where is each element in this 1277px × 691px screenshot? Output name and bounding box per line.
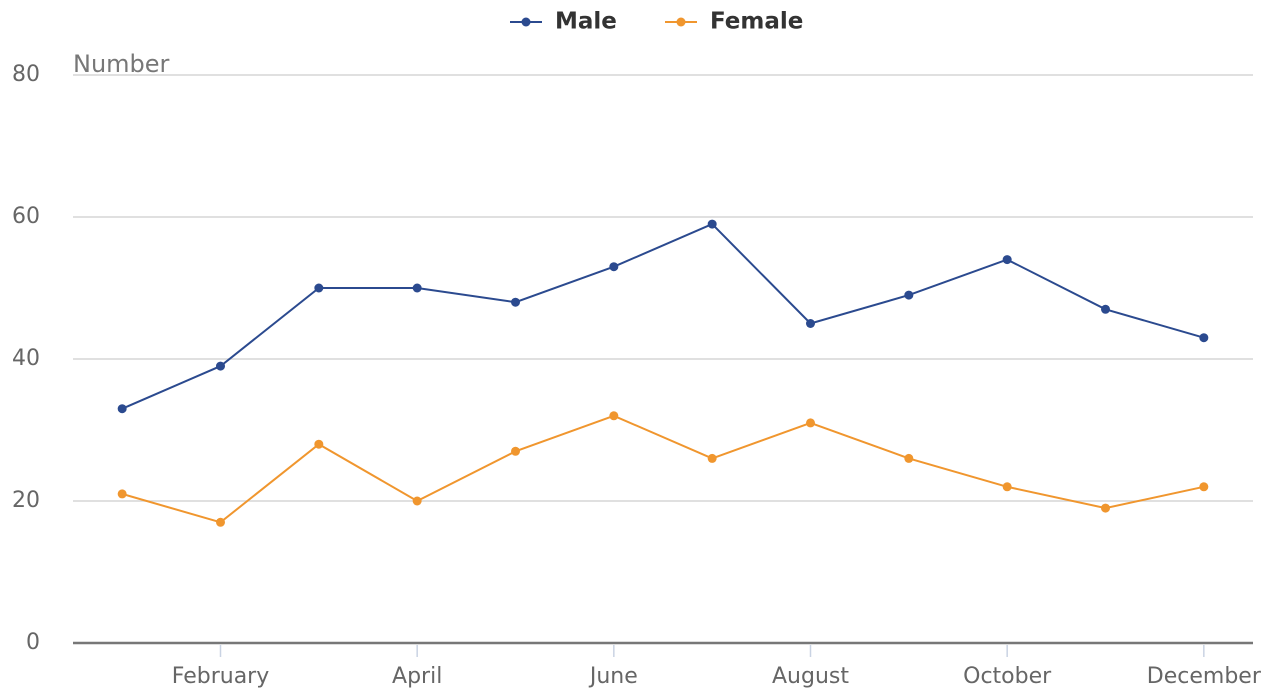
x-tick-label: August — [772, 664, 849, 689]
point — [609, 411, 619, 421]
point — [117, 489, 127, 499]
point — [609, 262, 619, 272]
series-line — [121, 222, 1205, 410]
legend-marker — [521, 17, 531, 27]
x-tick-label: February — [172, 664, 270, 689]
x-tick-label: December — [1147, 664, 1262, 689]
point — [1199, 333, 1209, 343]
point — [707, 453, 717, 463]
point — [216, 517, 225, 527]
x-tick-label: June — [588, 664, 638, 689]
y-tick-label: 40 — [12, 346, 40, 371]
x-tick-label: October — [963, 664, 1052, 689]
y-tick-label: 20 — [12, 488, 40, 513]
point — [904, 290, 914, 300]
point — [1002, 255, 1012, 265]
point — [1101, 503, 1110, 513]
y-tick-label: 80 — [12, 62, 40, 87]
x-tick-label: April — [392, 664, 442, 689]
point — [314, 439, 324, 449]
point — [1199, 482, 1209, 492]
y-tick-label: 0 — [26, 630, 40, 655]
y-tick-label: 60 — [12, 204, 40, 229]
point — [117, 404, 127, 414]
point — [806, 418, 815, 428]
point — [904, 453, 914, 463]
point — [412, 496, 422, 506]
point — [412, 283, 422, 293]
point — [806, 319, 815, 328]
point — [314, 283, 324, 293]
point — [511, 446, 520, 456]
legend-label: Female — [710, 9, 803, 35]
legend-marker — [676, 17, 686, 27]
series-line — [121, 414, 1205, 524]
legend-label: Male — [555, 9, 617, 35]
point — [707, 219, 717, 229]
point — [1101, 304, 1110, 314]
point — [511, 297, 520, 307]
point — [216, 361, 225, 371]
y-axis-label: Number — [73, 50, 170, 78]
point — [1002, 482, 1012, 492]
